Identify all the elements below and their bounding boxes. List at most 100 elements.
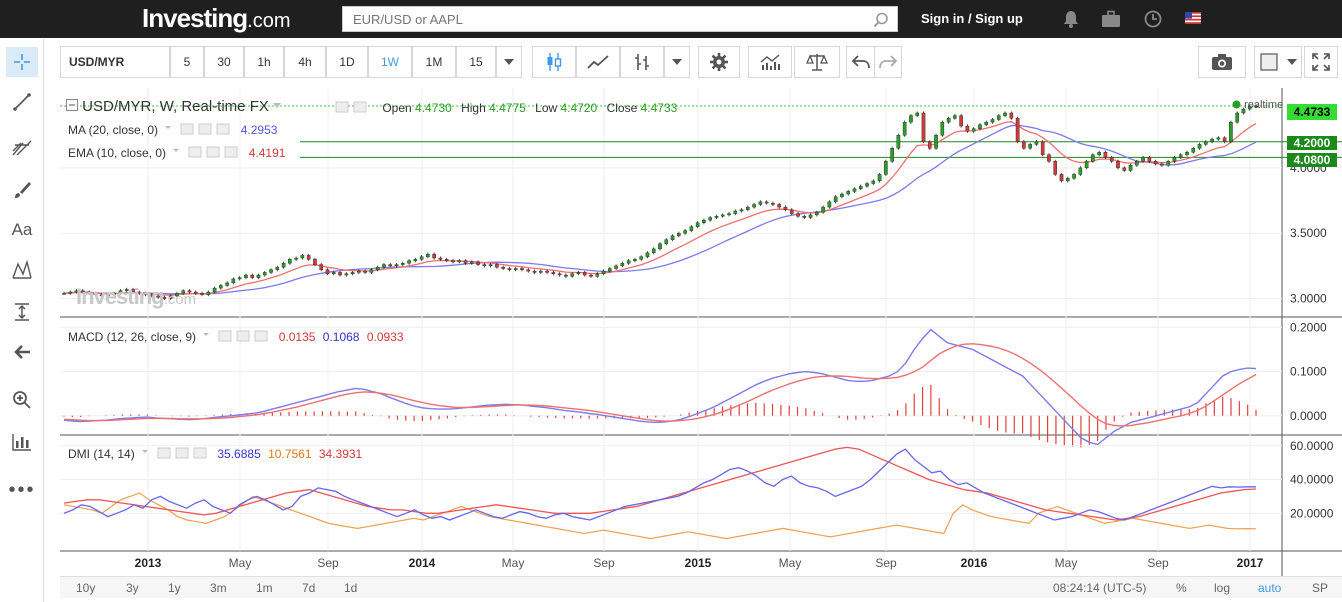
- candle-body: [683, 230, 687, 234]
- candle-body: [858, 185, 863, 189]
- candle-body: [752, 204, 756, 208]
- candle-body: [714, 216, 719, 218]
- chevron-down-icon[interactable]: [273, 103, 282, 108]
- candles-style-button[interactable]: [532, 46, 576, 78]
- bell-icon[interactable]: [1063, 10, 1079, 28]
- candle-body: [840, 193, 844, 197]
- interval-30[interactable]: 30: [204, 46, 244, 78]
- layout-button[interactable]: [1254, 46, 1302, 78]
- candle-body: [143, 293, 148, 295]
- sp-toggle[interactable]: SP: [1312, 581, 1329, 595]
- interval-1d[interactable]: 1D: [326, 46, 368, 78]
- redo-button[interactable]: [874, 46, 902, 78]
- ma-legend[interactable]: MA (20, close, 0) 4.2953: [68, 123, 278, 137]
- interval-15[interactable]: 15: [456, 46, 496, 78]
- bars-style-button[interactable]: [620, 46, 664, 78]
- interval-dropdown[interactable]: [496, 46, 522, 78]
- indicators-tool[interactable]: [6, 427, 38, 457]
- pattern-tool[interactable]: [6, 255, 38, 285]
- candle-body: [62, 293, 66, 295]
- candle-body: [313, 259, 317, 265]
- candle-body: [476, 261, 480, 265]
- interval-1w[interactable]: 1W: [368, 46, 412, 78]
- symbol-selector[interactable]: USD/MYR: [60, 46, 170, 78]
- main-series-legend[interactable]: USD/MYR, W, Real-time FX: [66, 98, 282, 115]
- candle-body: [1191, 148, 1196, 153]
- range-10y[interactable]: 10y: [76, 581, 96, 595]
- ma-line: [63, 124, 1257, 295]
- candle-body: [909, 115, 913, 123]
- interval-4h[interactable]: 4h: [284, 46, 326, 78]
- gear-icon: [710, 53, 728, 71]
- log-toggle[interactable]: log: [1214, 581, 1231, 595]
- legend-controls-icon[interactable]: [138, 447, 214, 459]
- candle-body: [375, 266, 380, 270]
- more-tools[interactable]: •••: [6, 475, 38, 505]
- search-box[interactable]: [342, 6, 898, 32]
- redo-icon: [879, 55, 897, 69]
- collapse-icon[interactable]: [66, 99, 78, 111]
- range-3y[interactable]: 3y: [126, 581, 139, 595]
- interval-1m[interactable]: 1M: [412, 46, 456, 78]
- screenshot-button[interactable]: [1198, 46, 1246, 78]
- candle-body: [231, 278, 236, 284]
- more-dots-icon: •••: [8, 478, 36, 501]
- back-arrow-tool[interactable]: [6, 337, 38, 367]
- search-icon[interactable]: [873, 12, 889, 28]
- settings-button[interactable]: [698, 46, 740, 78]
- candle-body: [175, 293, 179, 297]
- macd-legend[interactable]: MACD (12, 26, close, 9) 0.0135 0.1068 0.…: [68, 330, 404, 344]
- trend-line-tool[interactable]: [6, 87, 38, 117]
- candle-body: [777, 204, 781, 208]
- candle-body: [288, 259, 292, 264]
- percent-toggle[interactable]: %: [1176, 581, 1187, 595]
- legend-settings-icons[interactable]: [335, 101, 371, 113]
- compare-button[interactable]: [794, 46, 840, 78]
- range-1y[interactable]: 1y: [168, 581, 181, 595]
- candle-body: [946, 118, 951, 123]
- indicators-button[interactable]: [748, 46, 792, 78]
- investing-logo[interactable]: Investing.com: [142, 3, 291, 33]
- legend-controls-icon[interactable]: [199, 330, 275, 342]
- pitchfork-tool[interactable]: [6, 132, 38, 162]
- text-tool[interactable]: Aa: [6, 215, 38, 245]
- legend-controls-icon[interactable]: [161, 123, 237, 135]
- candle-body: [651, 248, 656, 254]
- price-chart-svg[interactable]: 2013 May Sep 2014 May Sep 2015 May Sep 2016 May Sep…: [60, 88, 1342, 576]
- scales-icon: [806, 54, 828, 71]
- dmi-legend[interactable]: DMI (14, 14) 35.6885 10.7561 34.3931: [68, 447, 363, 461]
- search-input[interactable]: [343, 7, 863, 31]
- area-style-button[interactable]: [576, 46, 620, 78]
- ema-legend[interactable]: EMA (10, close, 0) 4.4191: [68, 146, 286, 160]
- range-1m[interactable]: 1m: [256, 581, 273, 595]
- candlestick-icon: [547, 53, 562, 71]
- clock-icon[interactable]: [1144, 10, 1162, 28]
- undo-button[interactable]: [846, 46, 874, 78]
- dmi-axis-label: 20.0000: [1290, 506, 1334, 520]
- interval-1h[interactable]: 1h: [244, 46, 284, 78]
- candle-body: [507, 268, 512, 270]
- legend-controls-icon[interactable]: [169, 146, 245, 158]
- series-title: USD/MYR, W, Real-time FX: [82, 98, 269, 115]
- chart-style-dropdown[interactable]: [664, 46, 690, 78]
- interval-5[interactable]: 5: [170, 46, 204, 78]
- time-axis-label: 2013: [135, 556, 162, 570]
- range-1d[interactable]: 1d: [344, 581, 358, 595]
- sign-in-link[interactable]: Sign in / Sign up: [921, 11, 1023, 26]
- range-7d[interactable]: 7d: [302, 581, 316, 595]
- crosshair-tool[interactable]: [6, 47, 38, 77]
- range-3m[interactable]: 3m: [210, 581, 227, 595]
- time-axis-label: May: [502, 556, 525, 570]
- realtime-dot-icon: [1232, 100, 1241, 109]
- fullscreen-button[interactable]: [1304, 46, 1338, 78]
- brush-tool[interactable]: [6, 175, 38, 205]
- macd-signal-line: [63, 343, 1257, 427]
- candle-body: [444, 259, 449, 261]
- chart-area[interactable]: 2013 May Sep 2014 May Sep 2015 May Sep 2016 May Sep…: [60, 88, 1342, 602]
- zoom-tool[interactable]: [6, 385, 38, 415]
- us-flag-icon[interactable]: [1185, 12, 1201, 24]
- briefcase-icon[interactable]: [1101, 10, 1121, 28]
- auto-toggle[interactable]: auto: [1258, 581, 1282, 595]
- candle-body: [1116, 161, 1120, 169]
- measure-tool[interactable]: [6, 297, 38, 327]
